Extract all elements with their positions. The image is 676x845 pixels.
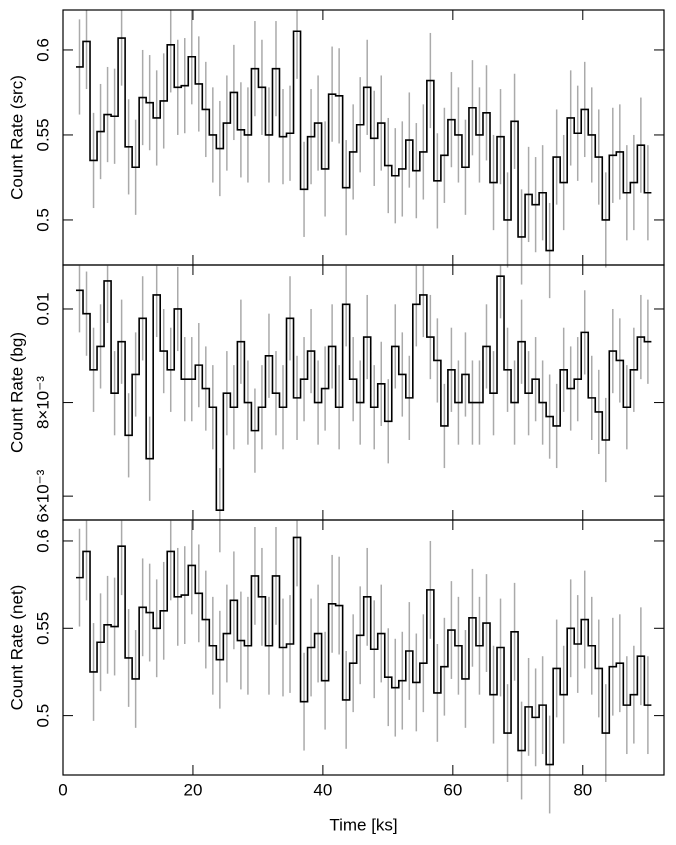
y-tick-label: 0.6 <box>33 38 52 62</box>
x-tick-label: 80 <box>573 780 592 799</box>
y-tick-label: 0.6 <box>33 529 52 553</box>
y-axis-label: Count Rate (bg) <box>7 332 26 453</box>
x-tick-label: 60 <box>443 780 462 799</box>
y-tick-label: 8×10⁻³ <box>33 376 52 429</box>
panel-frame <box>62 519 665 776</box>
step-line <box>75 275 652 511</box>
panel-frame <box>62 9 665 266</box>
x-tick-label: 20 <box>183 780 202 799</box>
y-tick-label: 0.55 <box>33 118 52 151</box>
x-tick-label: 40 <box>313 780 332 799</box>
x-tick-label: 0 <box>58 780 67 799</box>
y-axis-label: Count Rate (net) <box>7 585 26 711</box>
x-axis-label: Time [ks] <box>329 815 397 834</box>
y-axis-label: Count Rate (src) <box>7 75 26 200</box>
step-line <box>75 536 652 766</box>
step-line <box>75 30 652 252</box>
y-tick-label: 0.55 <box>33 612 52 645</box>
y-tick-label: 0.5 <box>33 704 52 728</box>
y-tick-label: 0.01 <box>33 292 52 325</box>
y-tick-label: 6×10⁻³ <box>33 469 52 522</box>
y-tick-label: 0.5 <box>33 208 52 232</box>
